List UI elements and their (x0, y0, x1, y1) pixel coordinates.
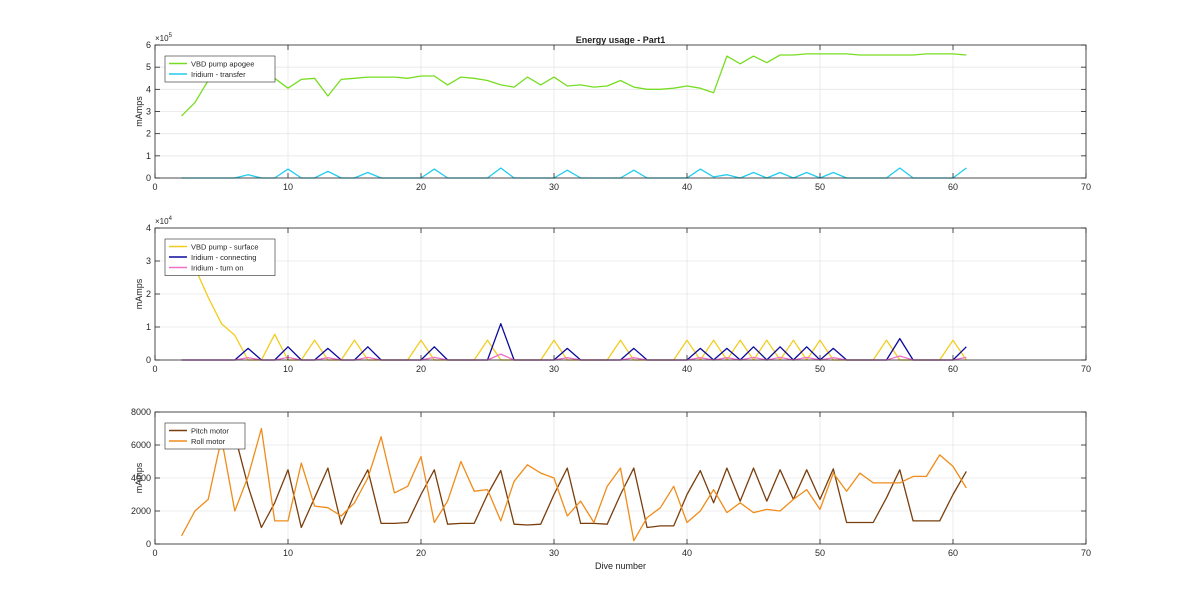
x-tick-label: 10 (283, 182, 293, 192)
y-exponent-label: ×104 (155, 216, 173, 226)
y-tick-label: 8000 (131, 407, 151, 417)
y-tick-label: 2000 (131, 506, 151, 516)
y-tick-label: 4 (146, 84, 151, 94)
x-tick-label: 30 (549, 182, 559, 192)
figure-title: Energy usage - Part1 (576, 35, 666, 45)
y-tick-label: 4 (146, 223, 151, 233)
x-tick-label: 30 (549, 364, 559, 374)
legend-entry: VBD pump - surface (191, 243, 259, 252)
x-tick-label: 10 (283, 364, 293, 374)
x-tick-label: 40 (682, 182, 692, 192)
axes-energy-vbd-apogee: 0 10 20 30 40 50 60 70 0 1 2 3 4 5 6 ×105 mAmps VBD pump … (134, 33, 1091, 192)
x-tick-label: 70 (1081, 182, 1091, 192)
x-tick-label: 60 (948, 182, 958, 192)
x-tick-label: 60 (948, 548, 958, 558)
x-axis-label: Dive number (595, 561, 646, 571)
series-line-pitch-motor (221, 431, 967, 529)
x-tick-label: 50 (815, 364, 825, 374)
y-tick-label: 2 (146, 289, 151, 299)
y-tick-label: 1 (146, 151, 151, 161)
axes-energy-motors: 0 10 20 30 40 50 60 70 0 2000 4000 6000 8000 mAmps Pit… (131, 407, 1091, 558)
y-tick-label: 2 (146, 129, 151, 139)
x-tick-label: 30 (549, 548, 559, 558)
x-tick-label: 50 (815, 548, 825, 558)
x-tick-label: 20 (416, 548, 426, 558)
x-tick-label: 10 (283, 548, 293, 558)
x-tick-label: 20 (416, 364, 426, 374)
axes-energy-vbd-surface-iridium: 0 10 20 30 40 50 60 70 0 1 2 3 4 ×104 mAmps VBD pump - … (134, 216, 1091, 374)
legend-box (164, 55, 276, 83)
y-exponent-label: ×105 (155, 33, 173, 43)
legend-entry: Pitch motor (191, 427, 229, 436)
x-tick-label: 40 (682, 548, 692, 558)
y-tick-label: 3 (146, 256, 151, 266)
y-axis-label: mAmps (134, 462, 144, 493)
x-tick-label: 0 (152, 548, 157, 558)
x-tick-label: 20 (416, 182, 426, 192)
y-tick-label: 0 (146, 173, 151, 183)
y-tick-label: 6000 (131, 440, 151, 450)
x-tick-label: 0 (152, 182, 157, 192)
legend-entry: Iridium - connecting (191, 253, 256, 262)
x-tick-label: 0 (152, 364, 157, 374)
legend-entry: Roll motor (191, 437, 226, 446)
legend-box (164, 422, 246, 450)
y-tick-label: 6 (146, 40, 151, 50)
y-tick-label: 3 (146, 107, 151, 117)
x-tick-label: 40 (682, 364, 692, 374)
y-tick-label: 0 (146, 539, 151, 549)
series-line-vbd-pump-apogee (181, 53, 967, 117)
x-tick-label: 70 (1081, 364, 1091, 374)
x-tick-label: 50 (815, 182, 825, 192)
series-line-roll-motor (181, 427, 967, 542)
legend-entry: VBD pump apogee (191, 60, 254, 69)
y-tick-label: 1 (146, 322, 151, 332)
legend-entry: Iridium - transfer (191, 70, 246, 79)
y-tick-label: 0 (146, 355, 151, 365)
y-axis-label: mAmps (134, 96, 144, 127)
y-tick-label: 5 (146, 62, 151, 72)
x-tick-label: 60 (948, 364, 958, 374)
y-tick-label: 4000 (131, 473, 151, 483)
legend-entry: Iridium - turn on (191, 264, 244, 273)
x-tick-label: 70 (1081, 548, 1091, 558)
y-axis-label: mAmps (134, 278, 144, 309)
